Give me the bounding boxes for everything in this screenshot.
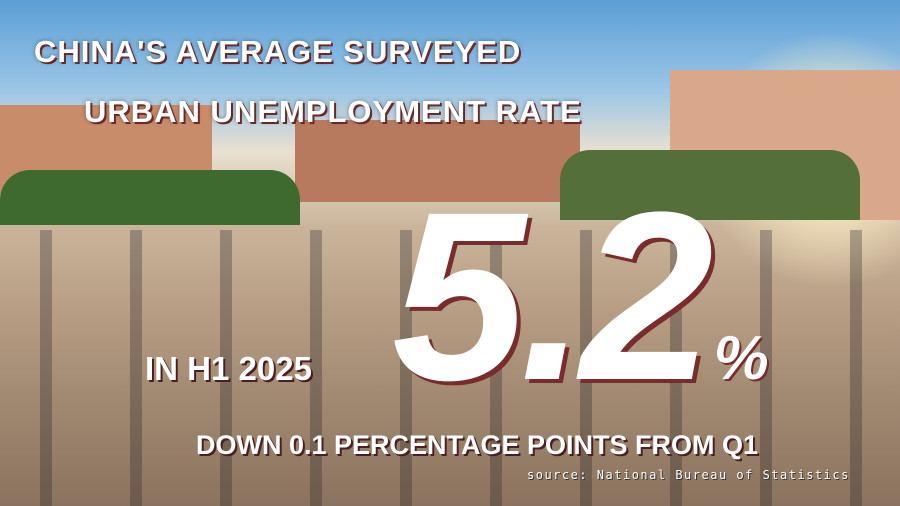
rate-unit: % [713,324,769,393]
trees-left [0,170,300,225]
crowd [0,230,900,506]
headline-line2: URBAN UNEMPLOYMENT RATE [84,94,582,129]
rate-figure: 5.2 % [392,158,769,434]
rate-value: 5.2 [392,162,714,430]
trees-right [560,150,860,220]
period-label: IN H1 2025 [145,350,312,387]
change-label: DOWN 0.1 PERCENTAGE POINTS FROM Q1 [196,430,759,460]
building-center [295,120,580,202]
headline-line1: CHINA'S AVERAGE SURVEYED [34,34,522,69]
source-credit: source: National Bureau of Statistics [527,468,850,482]
